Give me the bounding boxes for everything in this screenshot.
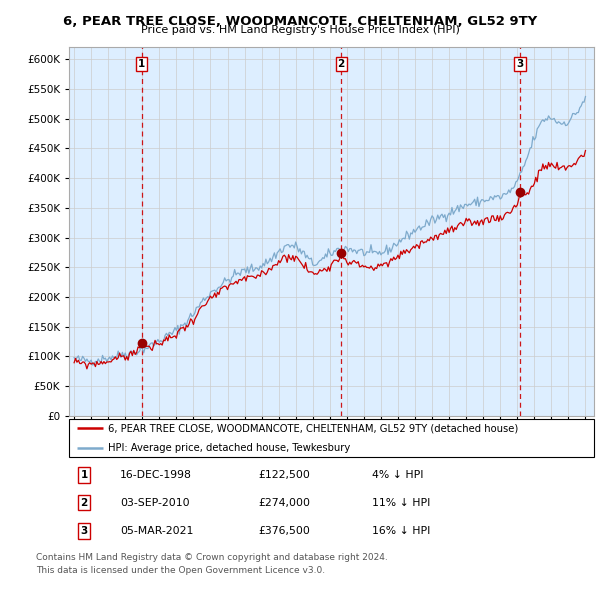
Text: 2: 2 (338, 59, 345, 69)
Text: 6, PEAR TREE CLOSE, WOODMANCOTE, CHELTENHAM, GL52 9TY (detached house): 6, PEAR TREE CLOSE, WOODMANCOTE, CHELTEN… (109, 424, 518, 434)
Text: £122,500: £122,500 (258, 470, 310, 480)
Text: HPI: Average price, detached house, Tewkesbury: HPI: Average price, detached house, Tewk… (109, 442, 350, 453)
Text: 16% ↓ HPI: 16% ↓ HPI (372, 526, 430, 536)
Text: Contains HM Land Registry data © Crown copyright and database right 2024.: Contains HM Land Registry data © Crown c… (36, 553, 388, 562)
Text: This data is licensed under the Open Government Licence v3.0.: This data is licensed under the Open Gov… (36, 566, 325, 575)
Text: 05-MAR-2021: 05-MAR-2021 (120, 526, 193, 536)
Text: 2: 2 (80, 498, 88, 507)
Text: £376,500: £376,500 (258, 526, 310, 536)
FancyBboxPatch shape (69, 419, 594, 457)
Text: 16-DEC-1998: 16-DEC-1998 (120, 470, 192, 480)
Text: 3: 3 (517, 59, 524, 69)
Text: 1: 1 (80, 470, 88, 480)
Text: 3: 3 (80, 526, 88, 536)
Text: 6, PEAR TREE CLOSE, WOODMANCOTE, CHELTENHAM, GL52 9TY: 6, PEAR TREE CLOSE, WOODMANCOTE, CHELTEN… (63, 15, 537, 28)
Text: 1: 1 (138, 59, 145, 69)
Text: Price paid vs. HM Land Registry's House Price Index (HPI): Price paid vs. HM Land Registry's House … (140, 25, 460, 35)
Text: 03-SEP-2010: 03-SEP-2010 (120, 498, 190, 507)
Text: 11% ↓ HPI: 11% ↓ HPI (372, 498, 430, 507)
Text: £274,000: £274,000 (258, 498, 310, 507)
Text: 4% ↓ HPI: 4% ↓ HPI (372, 470, 424, 480)
